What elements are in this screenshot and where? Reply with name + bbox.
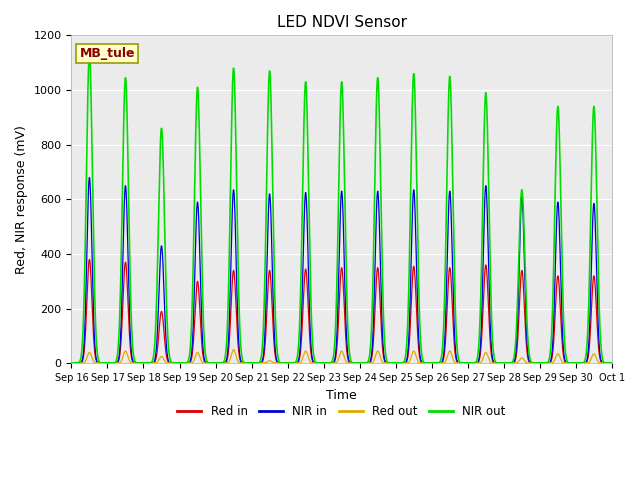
NIR in (197, 304, 205, 310)
NIR in (536, 360, 544, 366)
NIR in (84, 184, 92, 190)
Red out (608, 360, 616, 366)
Red out (536, 360, 544, 366)
Title: LED NDVI Sensor: LED NDVI Sensor (276, 15, 406, 30)
Red out (197, 358, 205, 363)
NIR out (84, 62, 92, 68)
Text: MB_tule: MB_tule (79, 47, 135, 60)
Red out (127, 359, 134, 365)
NIR in (86, 175, 93, 180)
Line: NIR in: NIR in (72, 178, 612, 363)
NIR in (68, 360, 76, 366)
Red in (86, 257, 93, 263)
Y-axis label: Red, NIR response (mV): Red, NIR response (mV) (15, 125, 28, 274)
NIR out (86, 51, 93, 57)
NIR in (608, 360, 616, 366)
NIR out (608, 360, 616, 366)
Legend: Red in, NIR in, Red out, NIR out: Red in, NIR in, Red out, NIR out (173, 401, 511, 423)
NIR out (353, 360, 361, 366)
NIR out (127, 282, 134, 288)
Red in (84, 262, 92, 268)
NIR in (127, 333, 134, 338)
NIR out (536, 360, 544, 366)
Red out (68, 360, 76, 366)
Red in (186, 360, 194, 365)
Line: Red out: Red out (72, 350, 612, 363)
Line: Red in: Red in (72, 260, 612, 363)
Red in (127, 345, 134, 350)
NIR in (186, 359, 194, 364)
Red in (608, 360, 616, 366)
NIR out (186, 348, 194, 354)
Red out (353, 360, 361, 366)
Red in (197, 332, 205, 337)
X-axis label: Time: Time (326, 389, 357, 402)
Red out (186, 360, 194, 366)
NIR out (197, 228, 205, 233)
Line: NIR out: NIR out (72, 54, 612, 363)
Red out (230, 347, 237, 353)
NIR out (68, 360, 76, 366)
NIR in (353, 360, 361, 366)
Red in (68, 360, 76, 366)
Red in (536, 360, 544, 366)
Red out (84, 350, 92, 356)
Red in (353, 360, 361, 366)
